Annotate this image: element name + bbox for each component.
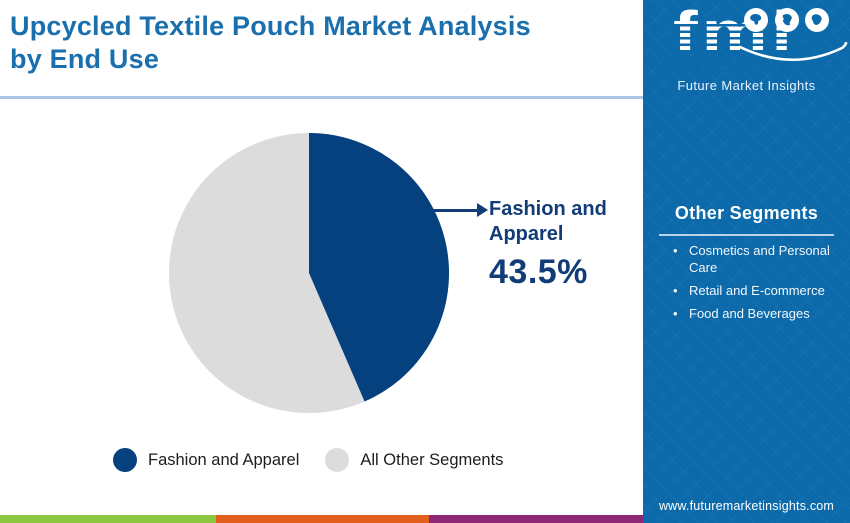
legend-item: All Other Segments	[325, 448, 503, 472]
legend-label: All Other Segments	[360, 450, 504, 469]
chart-legend: Fashion and Apparel All Other Segments	[113, 448, 503, 472]
other-segments-divider	[659, 234, 834, 236]
footer-stripe-green	[0, 515, 216, 523]
callout-label: Fashion and Apparel	[489, 198, 607, 245]
logo-swoosh-icon	[738, 41, 850, 77]
globe-americas-icon	[744, 8, 768, 32]
bullet-icon: •	[673, 282, 678, 298]
other-segment-label: Food and Beverages	[689, 305, 810, 321]
callout-value: 43.5%	[489, 253, 588, 291]
other-segment-item: • Retail and E-commerce	[671, 283, 835, 300]
legend-item: Fashion and Apparel	[113, 448, 299, 472]
other-segment-label: Cosmetics and Personal Care	[689, 243, 830, 275]
sidebar: fmi Future Market Insights Other Segment…	[643, 0, 850, 523]
other-segment-item: • Cosmetics and Personal Care	[671, 243, 835, 277]
header-divider	[0, 96, 643, 99]
legend-swatch	[325, 448, 350, 472]
bullet-icon: •	[673, 243, 678, 258]
globe-europe-icon	[775, 8, 799, 32]
globe-africa-icon	[805, 8, 829, 32]
pie-chart	[169, 133, 450, 413]
pie-chart-svg	[169, 133, 450, 413]
logo-subtitle: Future Market Insights	[677, 78, 816, 93]
other-segments-list: • Cosmetics and Personal Care • Retail and…	[671, 243, 835, 329]
legend-swatch	[113, 448, 137, 472]
callout-arrow-line	[433, 209, 479, 212]
footer-stripe-orange	[216, 515, 429, 523]
pie-slice-primary	[309, 133, 450, 402]
bullet-icon: •	[673, 305, 678, 321]
footer-stripe-purple	[429, 515, 643, 523]
website-url[interactable]: www.futuremarketinsights.com	[658, 499, 835, 513]
other-segments-title: Other Segments	[674, 203, 819, 223]
arrow-right-icon	[477, 203, 488, 217]
callout: Fashion and Apparel 43.5%	[489, 197, 624, 292]
other-segment-item: • Food and Beverages	[671, 306, 835, 323]
other-segment-label: Retail and E-commerce	[689, 282, 825, 298]
fmi-logo: fmi Future Market Insights	[643, 0, 850, 100]
legend-label: Fashion and Apparel	[148, 450, 300, 469]
page-title: Upcycled Textile Pouch Market Analysis b…	[10, 11, 531, 75]
